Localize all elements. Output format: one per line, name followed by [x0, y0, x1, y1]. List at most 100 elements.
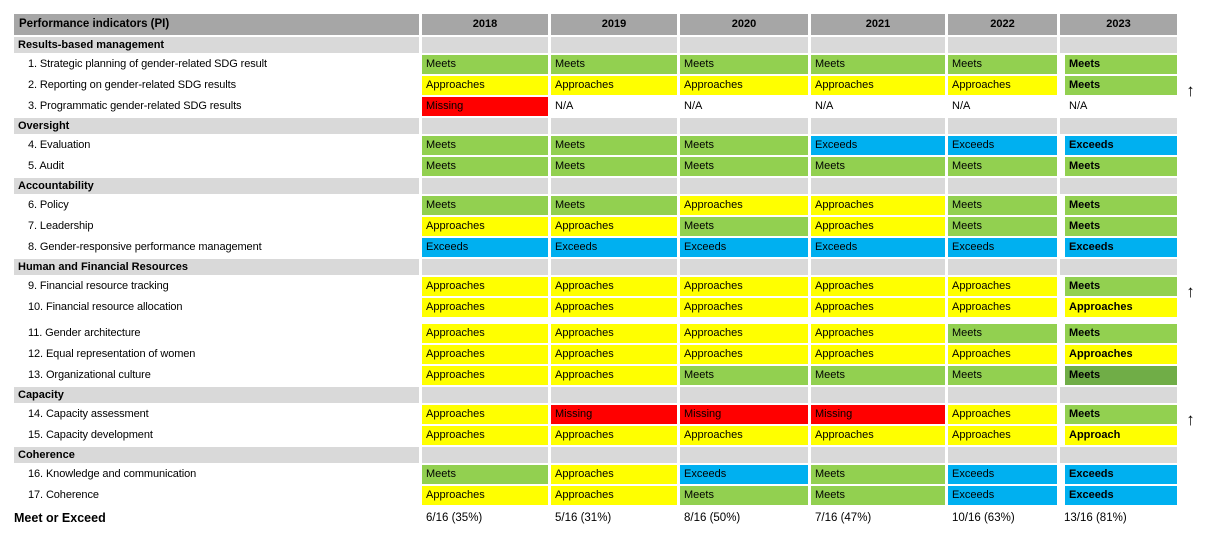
row-label: 12. Equal representation of women — [28, 348, 196, 360]
section-header-row: Results-based management — [14, 37, 1201, 53]
status-cell-2021: Meets — [811, 55, 945, 74]
row-arrow-gutter — [1180, 329, 1201, 348]
section-band-cell — [680, 387, 808, 403]
section-header-row: Coherence — [14, 447, 1201, 463]
row-arrow-gutter — [1180, 470, 1201, 489]
section-band-cell — [1060, 178, 1177, 194]
status-cell-2018: Meets — [422, 136, 548, 155]
status-cell-2020: Approaches — [680, 298, 808, 317]
status-cell-2020: Meets — [680, 157, 808, 176]
status-cell-2022: Exceeds — [948, 486, 1057, 505]
status-cell-2019: Meets — [551, 136, 677, 155]
indicator-row: 9. Financial resource tracking Approaches… — [14, 277, 1201, 301]
status-cell-2019: Approaches — [551, 345, 677, 364]
row-label: 11. Gender architecture — [28, 327, 141, 339]
status-cell-2018: Approaches — [422, 298, 548, 317]
table-header-row: Performance indicators (PI) 2018 2019 20… — [14, 14, 1201, 35]
section-title: Oversight — [14, 118, 419, 134]
status-cell-2018: Approaches — [422, 405, 548, 424]
status-cell-2022: Meets — [948, 324, 1057, 343]
row-label: 4. Evaluation — [28, 139, 91, 151]
status-cell-2019: Approaches — [551, 366, 677, 385]
indicator-row: 14. Capacity assessment Approaches Missing… — [14, 405, 1201, 429]
status-cell-2020: Approaches — [680, 76, 808, 95]
section-arrow-gutter — [1180, 123, 1201, 139]
row-label: 3. Programmatic gender-related SDG resul… — [28, 100, 242, 112]
section-arrow-gutter — [1180, 42, 1201, 58]
status-cell-2023: Approaches — [1065, 298, 1177, 317]
column-header-2023: 2023 — [1060, 14, 1177, 35]
section-band-cell — [422, 118, 548, 134]
summary-value-2022: 10/16 (63%) — [952, 512, 1015, 524]
status-cell-2019: Approaches — [551, 76, 677, 95]
status-cell-2023: Meets — [1065, 55, 1177, 74]
status-cell-2018: Meets — [422, 157, 548, 176]
indicator-row: 7. Leadership Approaches Approaches Meets Ap… — [14, 217, 1201, 236]
status-cell-2023: Meets — [1065, 157, 1177, 176]
indicator-row: 13. Organizational culture Approaches Appr… — [14, 366, 1201, 385]
section-band-cell — [422, 259, 548, 275]
status-cell-2018: Meets — [422, 55, 548, 74]
indicator-row: 17. Coherence Approaches Approaches Meets Me… — [14, 486, 1201, 505]
status-cell-2018: Meets — [422, 465, 548, 484]
row-arrow-gutter — [1180, 350, 1201, 369]
status-cell-2023: Approach — [1065, 426, 1177, 445]
row-arrow-gutter — [1180, 371, 1201, 390]
status-cell-2021: Exceeds — [811, 136, 945, 155]
status-cell-2021: Missing — [811, 405, 945, 424]
status-cell-2019: Approaches — [551, 324, 677, 343]
status-cell-2022: Meets — [948, 217, 1057, 236]
status-cell-2019: Missing — [551, 405, 677, 424]
section-band-cell — [1060, 387, 1177, 403]
status-cell-2022: Approaches — [948, 277, 1057, 296]
status-cell-2023: Exceeds — [1065, 136, 1177, 155]
indicator-row: 16. Knowledge and communication Meets Appr… — [14, 465, 1201, 484]
table-title: Performance indicators (PI) — [14, 14, 419, 35]
column-header-2018: 2018 — [422, 14, 548, 35]
indicator-row: 4. Evaluation Meets Meets Meets Exceeds Excee… — [14, 136, 1201, 155]
status-cell-2022: Exceeds — [948, 136, 1057, 155]
status-cell-2022: Exceeds — [948, 465, 1057, 484]
section-band-cell — [811, 447, 945, 463]
status-cell-2019: Exceeds — [551, 238, 677, 257]
section-band-cell — [422, 37, 548, 53]
section-band-cell — [1060, 259, 1177, 275]
status-cell-2019: Approaches — [551, 217, 677, 236]
status-cell-2021: Approaches — [811, 196, 945, 215]
status-cell-2022: N/A — [952, 100, 971, 112]
row-label: 7. Leadership — [28, 220, 94, 232]
row-label: 6. Policy — [28, 199, 69, 211]
row-label: 15. Capacity development — [28, 429, 153, 441]
column-header-2019: 2019 — [551, 14, 677, 35]
rows-container: Results-based management 1. Strategic pla… — [14, 37, 1201, 505]
status-cell-2021: Approaches — [811, 76, 945, 95]
status-cell-2022: Meets — [948, 196, 1057, 215]
row-label: 1. Strategic planning of gender-related … — [28, 58, 267, 70]
status-cell-2020: Meets — [680, 217, 808, 236]
summary-value-2020: 8/16 (50%) — [684, 512, 741, 524]
indicator-row: 15. Capacity development Approaches Approa… — [14, 426, 1201, 445]
section-band-cell — [948, 259, 1057, 275]
row-arrow-gutter — [1180, 222, 1201, 241]
status-cell-2019: Approaches — [551, 426, 677, 445]
status-cell-2020: Approaches — [680, 345, 808, 364]
status-cell-2022: Meets — [948, 55, 1057, 74]
row-arrow-gutter — [1180, 303, 1201, 322]
status-cell-2020: Meets — [680, 366, 808, 385]
status-cell-2023: Meets — [1065, 324, 1177, 343]
status-cell-2021: Approaches — [811, 217, 945, 236]
status-cell-2022: Exceeds — [948, 238, 1057, 257]
section-band-cell — [948, 37, 1057, 53]
trend-up-arrow-icon: ↑ — [1186, 410, 1195, 429]
section-band-cell — [551, 118, 677, 134]
row-label: 17. Coherence — [28, 489, 99, 501]
indicator-row: 6. Policy Meets Meets Approaches Approaches M… — [14, 196, 1201, 215]
section-band-cell — [680, 178, 808, 194]
status-cell-2020: Approaches — [680, 277, 808, 296]
status-cell-2020: Exceeds — [680, 238, 808, 257]
row-label: 9. Financial resource tracking — [28, 280, 169, 292]
section-band-cell — [680, 118, 808, 134]
status-cell-2018: Approaches — [422, 426, 548, 445]
status-cell-2018: Approaches — [422, 217, 548, 236]
column-header-2022: 2022 — [948, 14, 1057, 35]
